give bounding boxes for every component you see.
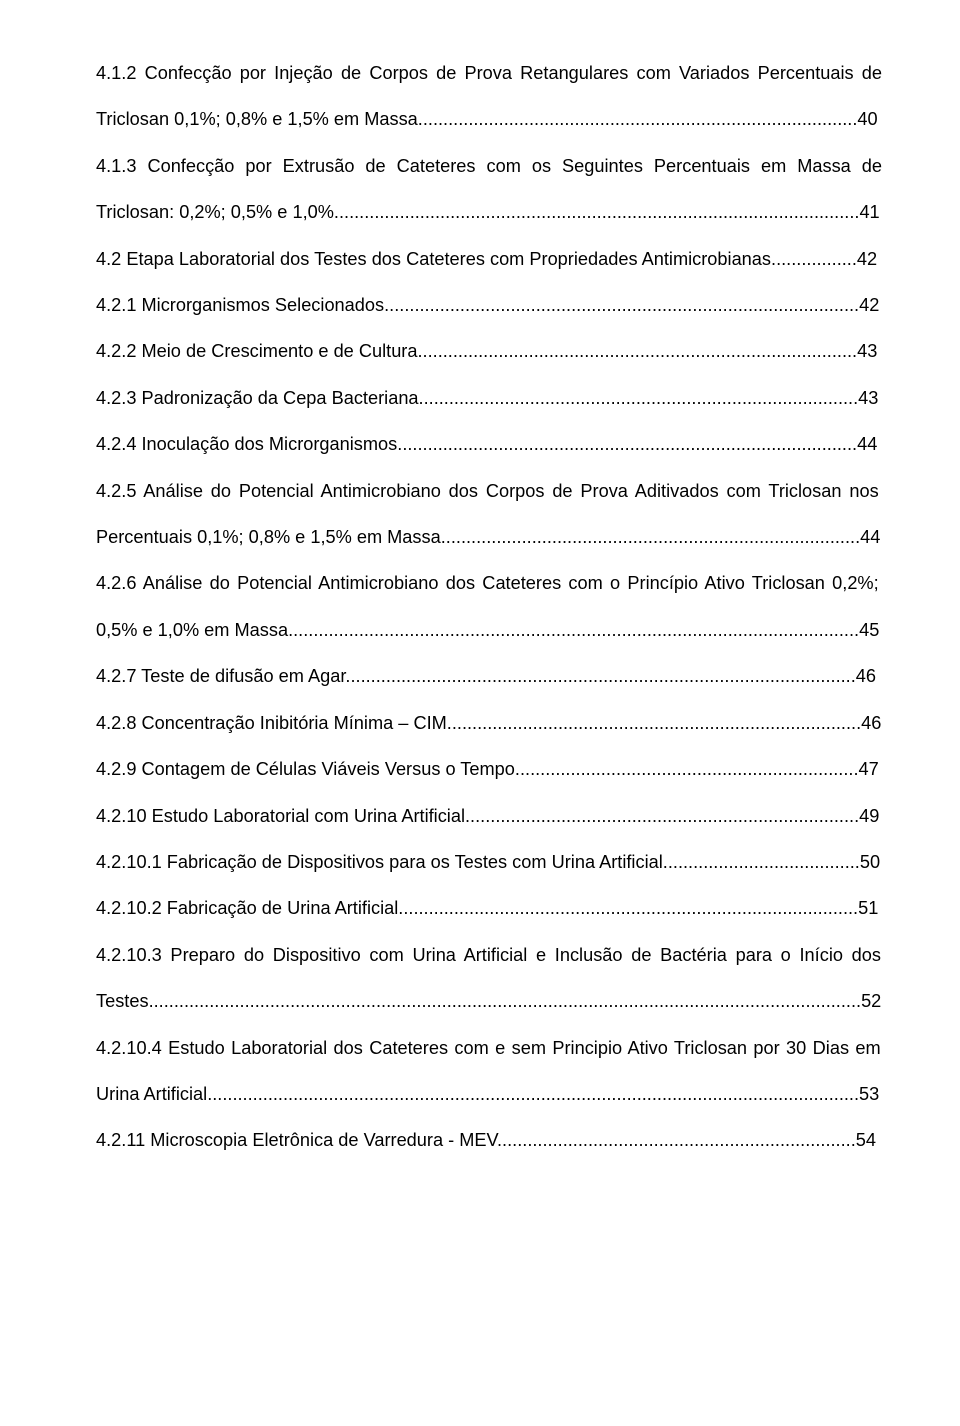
toc-entry-line: 4.2.10.4 Estudo Laboratorial dos Cateter… [96,1025,882,1071]
toc-leader-dots: ........................................… [515,759,859,779]
toc-entry-line: 4.1.3 Confecção por Extrusão de Catetere… [96,143,882,189]
toc-entry-text: 4.1.3 Confecção por Extrusão de Catetere… [96,156,882,176]
toc-page-number: 40 [857,109,877,129]
toc-leader-dots: ........................................… [384,295,859,315]
toc-entry-text: 4.2.1 Microrganismos Selecionados [96,295,384,315]
toc-entry: 4.2.7 Teste de difusão em Agar..........… [96,653,882,699]
toc-page-number: 50 [860,852,880,872]
toc-leader-dots: ........................................… [441,527,860,547]
toc-page-number: 52 [861,991,881,1011]
toc-page-number: 43 [857,341,877,361]
toc-entry: 4.2.10 Estudo Laboratorial com Urina Art… [96,793,882,839]
toc-entry-text: 4.2.10.2 Fabricação de Urina Artificial [96,898,398,918]
toc-entry: 4.2.10.2 Fabricação de Urina Artificial.… [96,885,882,931]
toc-page-number: 49 [859,806,879,826]
toc-entry-lastline: 0,5% e 1,0% em Massa....................… [96,607,882,653]
toc-entry-text: 4.2.9 Contagem de Células Viáveis Versus… [96,759,515,779]
toc-entry-text: 4.2.10 Estudo Laboratorial com Urina Art… [96,806,465,826]
toc-entry: 4.2.3 Padronização da Cepa Bacteriana...… [96,375,882,421]
toc-leader-dots: ........................................… [207,1084,859,1104]
toc-entry-text: 4.2.2 Meio de Crescimento e de Cultura [96,341,417,361]
toc-entry: 4.2.10.3 Preparo do Dispositivo com Urin… [96,932,882,1025]
toc-entry: 4.2 Etapa Laboratorial dos Testes dos Ca… [96,236,882,282]
toc-entry-lastline: Percentuais 0,1%; 0,8% e 1,5% em Massa..… [96,514,882,560]
toc-leader-dots: ........................................… [419,388,859,408]
toc-leader-dots: ........................................… [288,620,859,640]
toc-entry: 4.1.3 Confecção por Extrusão de Catetere… [96,143,882,236]
toc-entry-text: 4.2.11 Microscopia Eletrônica de Varredu… [96,1130,497,1150]
toc-leader-dots: ........................................… [465,806,859,826]
toc-leader-dots: ........................................… [397,434,857,454]
toc-entry-line: 4.2.5 Análise do Potencial Antimicrobian… [96,468,882,514]
toc-entry-text: 4.2.10.3 Preparo do Dispositivo com Urin… [96,945,881,965]
toc-entry: 4.2.2 Meio de Crescimento e de Cultura..… [96,328,882,374]
toc-page-number: 46 [856,666,876,686]
toc-entry-lastline: 4.2 Etapa Laboratorial dos Testes dos Ca… [96,236,882,282]
toc-entry-text: 4.2.10.4 Estudo Laboratorial dos Cateter… [96,1038,881,1058]
toc-leader-dots: ........................................… [417,341,857,361]
toc-entry-text: 4.2.6 Análise do Potencial Antimicrobian… [96,573,879,593]
toc-entry-text: 4.1.2 Confecção por Injeção de Corpos de… [96,63,882,83]
toc-entry: 4.2.1 Microrganismos Selecionados.......… [96,282,882,328]
toc-page-number: 45 [859,620,879,640]
toc-leader-dots: ........................................… [345,666,855,686]
toc-entry-text: 4.2.10.1 Fabricação de Dispositivos para… [96,852,663,872]
toc-entry: 4.2.5 Análise do Potencial Antimicrobian… [96,468,882,561]
toc-entry: 4.2.6 Análise do Potencial Antimicrobian… [96,560,882,653]
toc-page-number: 41 [859,202,879,222]
toc-page-number: 51 [858,898,878,918]
toc-leader-dots: ........................................… [149,991,861,1011]
toc-entry: 4.2.9 Contagem de Células Viáveis Versus… [96,746,882,792]
toc-page-number: 47 [859,759,879,779]
toc-entry-lastline: Triclosan 0,1%; 0,8% e 1,5% em Massa....… [96,96,882,142]
toc-entry-line: 4.1.2 Confecção por Injeção de Corpos de… [96,50,882,96]
toc-entry: 4.2.11 Microscopia Eletrônica de Varredu… [96,1117,882,1163]
toc-page-number: 46 [861,713,881,733]
toc-page-number: 53 [859,1084,879,1104]
table-of-contents: 4.1.2 Confecção por Injeção de Corpos de… [96,50,882,1164]
toc-entry: 4.2.10.4 Estudo Laboratorial dos Cateter… [96,1025,882,1118]
toc-entry-text: Triclosan: 0,2%; 0,5% e 1,0% [96,202,334,222]
toc-entry-lastline: Triclosan: 0,2%; 0,5% e 1,0%............… [96,189,882,235]
toc-entry-text: Percentuais 0,1%; 0,8% e 1,5% em Massa [96,527,441,547]
toc-entry: 4.1.2 Confecção por Injeção de Corpos de… [96,50,882,143]
toc-entry-text: 0,5% e 1,0% em Massa [96,620,288,640]
toc-entry-text: 4.2.7 Teste de difusão em Agar [96,666,345,686]
toc-entry-text: 4.2 Etapa Laboratorial dos Testes dos Ca… [96,249,771,269]
toc-leader-dots: ........................................… [418,109,858,129]
toc-entry-lastline: Testes..................................… [96,978,882,1024]
toc-entry-text: Urina Artificial [96,1084,207,1104]
toc-leader-dots: ....................................... [663,852,860,872]
toc-leader-dots: ................. [771,249,857,269]
toc-page-number: 54 [856,1130,876,1150]
toc-entry-text: Testes [96,991,149,1011]
toc-page-number: 44 [857,434,877,454]
toc-page-number: 43 [858,388,878,408]
toc-leader-dots: ........................................… [334,202,860,222]
toc-entry: 4.2.8 Concentração Inibitória Mínima – C… [96,700,882,746]
toc-page-number: 44 [860,527,880,547]
toc-entry-text: Triclosan 0,1%; 0,8% e 1,5% em Massa [96,109,418,129]
toc-entry: 4.2.10.1 Fabricação de Dispositivos para… [96,839,882,885]
toc-leader-dots: ........................................… [398,898,858,918]
toc-entry-line: 4.2.6 Análise do Potencial Antimicrobian… [96,560,882,606]
toc-entry-text: 4.2.5 Análise do Potencial Antimicrobian… [96,481,879,501]
toc-entry-text: 4.2.4 Inoculação dos Microrganismos [96,434,397,454]
toc-entry: 4.2.4 Inoculação dos Microrganismos.....… [96,421,882,467]
toc-entry-text: 4.2.3 Padronização da Cepa Bacteriana [96,388,419,408]
toc-entry-lastline: Urina Artificial........................… [96,1071,882,1117]
toc-entry-text: 4.2.8 Concentração Inibitória Mínima – C… [96,713,447,733]
toc-leader-dots: ........................................… [497,1130,856,1150]
toc-page-number: 42 [859,295,879,315]
toc-entry-line: 4.2.10.3 Preparo do Dispositivo com Urin… [96,932,882,978]
toc-leader-dots: ........................................… [447,713,861,733]
toc-page-number: 42 [857,249,877,269]
